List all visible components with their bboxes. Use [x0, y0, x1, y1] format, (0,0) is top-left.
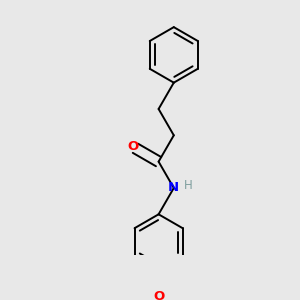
Text: O: O: [153, 290, 164, 300]
Text: H: H: [184, 179, 193, 192]
Text: O: O: [128, 140, 139, 153]
Text: N: N: [168, 181, 179, 194]
